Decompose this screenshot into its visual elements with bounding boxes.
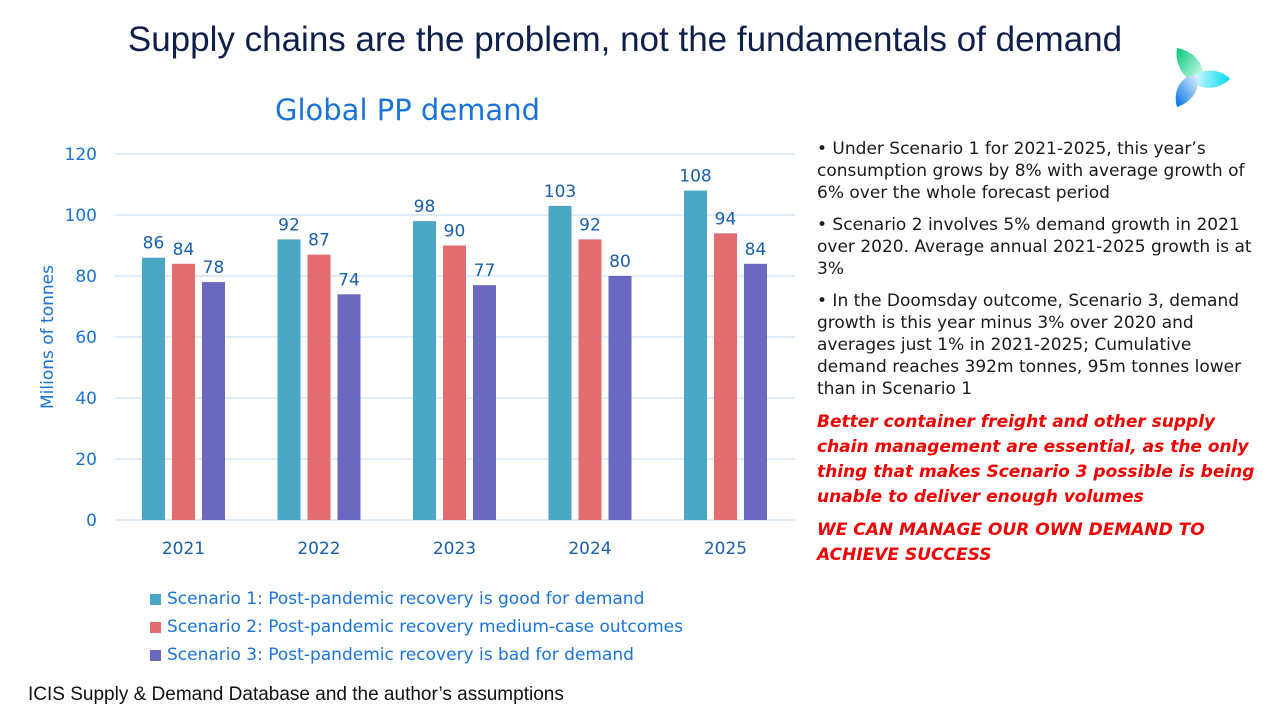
bar	[142, 257, 165, 520]
y-tick-label: 120	[65, 145, 97, 165]
bar	[473, 285, 496, 520]
legend-item-scenario-3: Scenario 3: Post-pandemic recovery is ba…	[150, 641, 683, 669]
legend-label: Scenario 2: Post-pandemic recovery mediu…	[167, 617, 683, 637]
bullet-note: • Scenario 2 involves 5% demand growth i…	[817, 215, 1252, 279]
legend-item-scenario-1: Scenario 1: Post-pandemic recovery is go…	[150, 585, 683, 613]
y-tick-label: 20	[75, 450, 97, 470]
bar	[578, 239, 602, 520]
data-label: 84	[745, 240, 767, 260]
logo-icon	[1175, 48, 1230, 107]
x-tick-label: 2025	[704, 539, 747, 559]
legend-swatch	[150, 593, 161, 605]
data-label: 86	[143, 234, 165, 254]
source-note: ICIS Supply & Demand Database and the au…	[28, 684, 564, 705]
commentary: • Under Scenario 1 for 2021-2025, this y…	[817, 138, 1257, 576]
bar	[443, 245, 466, 520]
bar	[684, 190, 707, 520]
y-tick-label: 0	[86, 511, 97, 531]
legend-swatch	[150, 649, 161, 661]
data-label: 78	[203, 258, 225, 278]
y-axis-label: Milions of tonnes	[38, 265, 58, 409]
x-tick-label: 2022	[297, 539, 340, 559]
highlight-note: WE CAN MANAGE OUR OWN DEMAND TO ACHIEVE …	[817, 520, 1205, 565]
x-tick-label: 2021	[162, 539, 205, 559]
bar	[307, 254, 331, 520]
slide-title: Supply chains are the problem, not the f…	[127, 20, 1123, 59]
data-label: 87	[308, 231, 330, 251]
legend-label: Scenario 3: Post-pandemic recovery is ba…	[167, 645, 634, 665]
y-tick-label: 80	[75, 267, 97, 287]
bar	[277, 239, 301, 520]
bar	[413, 221, 436, 520]
data-label: 108	[679, 167, 711, 187]
bar	[714, 233, 737, 521]
y-tick-label: 100	[65, 206, 97, 226]
data-label: 77	[474, 261, 496, 281]
data-label: 74	[338, 270, 360, 290]
chart-title: Global PP demand	[275, 93, 540, 127]
data-label: 92	[579, 215, 601, 235]
bullet-note: • Under Scenario 1 for 2021-2025, this y…	[817, 139, 1245, 203]
data-label: 98	[414, 197, 436, 217]
bar	[744, 263, 767, 520]
legend-item-scenario-2: Scenario 2: Post-pandemic recovery mediu…	[150, 613, 683, 641]
legend-label: Scenario 1: Post-pandemic recovery is go…	[167, 589, 645, 609]
bar	[608, 276, 632, 520]
bullet-note: • In the Doomsday outcome, Scenario 3, d…	[817, 291, 1242, 399]
legend-swatch	[150, 621, 161, 633]
y-tick-label: 60	[75, 328, 97, 348]
data-label: 80	[609, 252, 631, 272]
data-label: 90	[444, 222, 466, 242]
data-label: 94	[715, 209, 737, 229]
data-label: 92	[278, 215, 300, 235]
data-label: 84	[173, 240, 195, 260]
highlight-note: Better container freight and other suppl…	[817, 412, 1255, 507]
x-tick-label: 2024	[568, 539, 611, 559]
x-tick-label: 2023	[433, 539, 476, 559]
bar-chart: 0 20 40 60 80 100 120 Milions of tonnes 2021 86 84…	[38, 145, 795, 559]
bar	[202, 282, 225, 520]
y-tick-label: 40	[75, 389, 97, 409]
bar	[548, 205, 572, 520]
bar	[337, 294, 361, 520]
bar	[172, 263, 195, 520]
legend: Scenario 1: Post-pandemic recovery is go…	[150, 585, 683, 669]
data-label: 103	[544, 182, 576, 202]
